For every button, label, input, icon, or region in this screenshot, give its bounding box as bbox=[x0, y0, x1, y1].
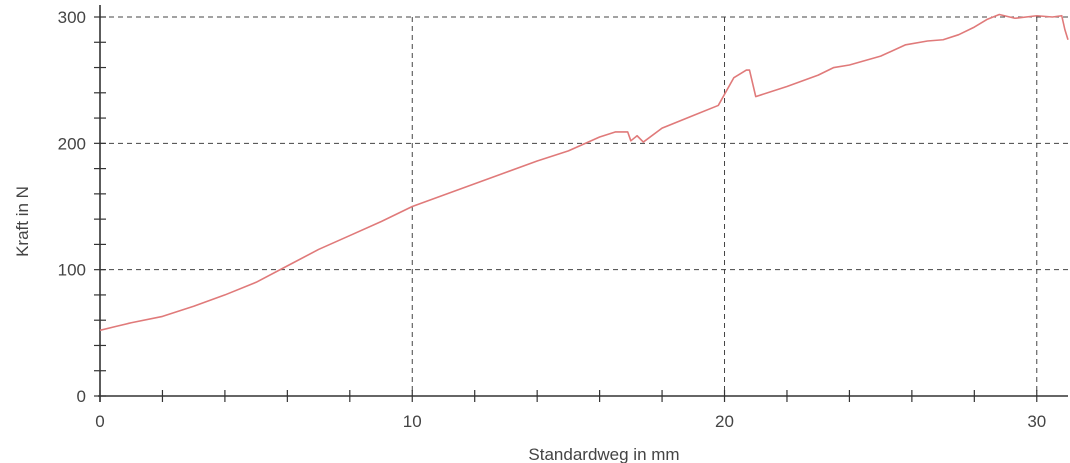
y-tick-label: 300 bbox=[58, 8, 86, 27]
series-layer bbox=[99, 13, 1069, 332]
labels-layer: 0 100 200 300 0 10 20 30 Standardweg in mm Kraft … bbox=[13, 8, 1046, 463]
y-axis-label: Kraft in N bbox=[13, 186, 32, 257]
x-axis-label: Standardweg in mm bbox=[528, 445, 679, 463]
y-tick-label: 100 bbox=[58, 261, 86, 280]
y-tick-label: 0 bbox=[77, 387, 86, 406]
x-tick-label: 10 bbox=[403, 412, 422, 431]
x-tick-label: 0 bbox=[95, 412, 104, 431]
x-tick-label: 30 bbox=[1027, 412, 1046, 431]
y-tick-label: 200 bbox=[58, 134, 86, 153]
x-tick-label: 20 bbox=[715, 412, 734, 431]
grid-layer bbox=[100, 16, 1068, 396]
axes-layer bbox=[94, 5, 1068, 402]
series-line bbox=[99, 13, 1069, 332]
